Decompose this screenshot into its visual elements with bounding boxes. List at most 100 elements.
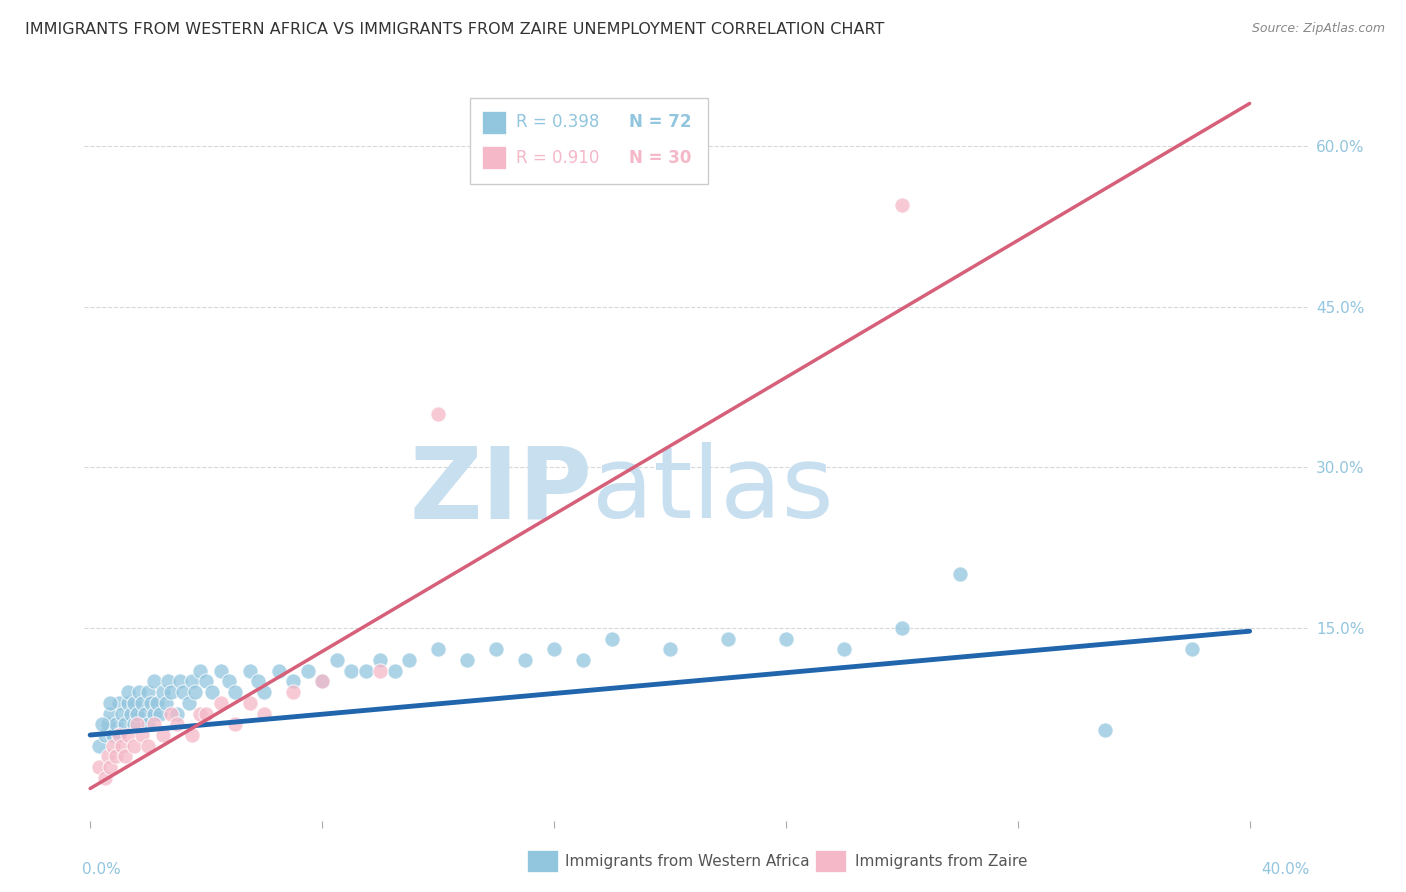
Point	[155, 696, 177, 710]
Point	[166, 706, 188, 721]
Point	[398, 653, 420, 667]
Point	[1181, 642, 1204, 657]
Point	[120, 706, 142, 721]
Point	[281, 685, 304, 699]
Point	[180, 674, 202, 689]
Point	[658, 642, 681, 657]
Point	[543, 642, 565, 657]
Point	[384, 664, 406, 678]
Point	[267, 664, 290, 678]
Point	[456, 653, 478, 667]
FancyBboxPatch shape	[482, 112, 506, 134]
Point	[600, 632, 623, 646]
Point	[90, 717, 112, 731]
Point	[131, 696, 153, 710]
Point	[166, 717, 188, 731]
Point	[188, 706, 211, 721]
Text: ZIP: ZIP	[409, 442, 592, 540]
Point	[105, 717, 128, 731]
Point	[103, 728, 125, 742]
FancyBboxPatch shape	[482, 146, 506, 169]
Point	[96, 749, 118, 764]
Point	[142, 674, 165, 689]
Point	[890, 198, 912, 212]
Point	[136, 717, 159, 731]
Point	[122, 739, 145, 753]
Text: atlas: atlas	[592, 442, 834, 540]
Point	[108, 696, 131, 710]
Point	[93, 728, 115, 742]
Point	[775, 632, 797, 646]
Point	[195, 706, 218, 721]
Point	[157, 674, 180, 689]
Point	[128, 685, 150, 699]
Text: Immigrants from Western Africa: Immigrants from Western Africa	[565, 855, 810, 869]
Point	[188, 664, 211, 678]
Text: N = 72: N = 72	[628, 113, 692, 131]
Point	[160, 706, 183, 721]
Point	[114, 717, 136, 731]
Point	[239, 696, 262, 710]
Point	[87, 760, 110, 774]
Point	[139, 696, 162, 710]
Point	[485, 642, 508, 657]
Point	[172, 685, 194, 699]
Point	[224, 685, 246, 699]
Text: R = 0.910: R = 0.910	[516, 149, 599, 167]
Point	[100, 696, 122, 710]
Point	[253, 706, 276, 721]
Point	[149, 706, 172, 721]
Point	[297, 664, 319, 678]
Point	[131, 728, 153, 742]
Text: Source: ZipAtlas.com: Source: ZipAtlas.com	[1251, 22, 1385, 36]
Point	[105, 749, 128, 764]
Point	[195, 674, 218, 689]
Point	[513, 653, 536, 667]
Point	[169, 674, 191, 689]
Point	[717, 632, 740, 646]
Point	[224, 717, 246, 731]
Point	[832, 642, 855, 657]
FancyBboxPatch shape	[470, 97, 709, 184]
Point	[281, 674, 304, 689]
Point	[87, 739, 110, 753]
Point	[354, 664, 377, 678]
Point	[239, 664, 262, 678]
Text: 0.0%: 0.0%	[82, 862, 121, 877]
Text: 40.0%: 40.0%	[1261, 862, 1310, 877]
Point	[1094, 723, 1116, 737]
Point	[152, 728, 174, 742]
Text: N = 30: N = 30	[628, 149, 692, 167]
Point	[111, 706, 134, 721]
Point	[209, 664, 232, 678]
Point	[311, 674, 333, 689]
Point	[122, 696, 145, 710]
Point	[368, 653, 391, 667]
Point	[209, 696, 232, 710]
Point	[125, 717, 148, 731]
Point	[183, 685, 205, 699]
Text: IMMIGRANTS FROM WESTERN AFRICA VS IMMIGRANTS FROM ZAIRE UNEMPLOYMENT CORRELATION: IMMIGRANTS FROM WESTERN AFRICA VS IMMIGR…	[25, 22, 884, 37]
Point	[142, 717, 165, 731]
Point	[100, 760, 122, 774]
Point	[160, 685, 183, 699]
Point	[572, 653, 595, 667]
Point	[117, 696, 139, 710]
Point	[136, 685, 159, 699]
Point	[117, 728, 139, 742]
Point	[949, 567, 972, 582]
Point	[111, 739, 134, 753]
Point	[368, 664, 391, 678]
Point	[152, 685, 174, 699]
Point	[311, 674, 333, 689]
Point	[427, 642, 450, 657]
Point	[890, 621, 912, 635]
Point	[93, 771, 115, 785]
Text: Immigrants from Zaire: Immigrants from Zaire	[855, 855, 1028, 869]
Point	[253, 685, 276, 699]
Point	[100, 706, 122, 721]
Point	[117, 685, 139, 699]
Point	[325, 653, 347, 667]
Point	[247, 674, 270, 689]
Point	[142, 706, 165, 721]
